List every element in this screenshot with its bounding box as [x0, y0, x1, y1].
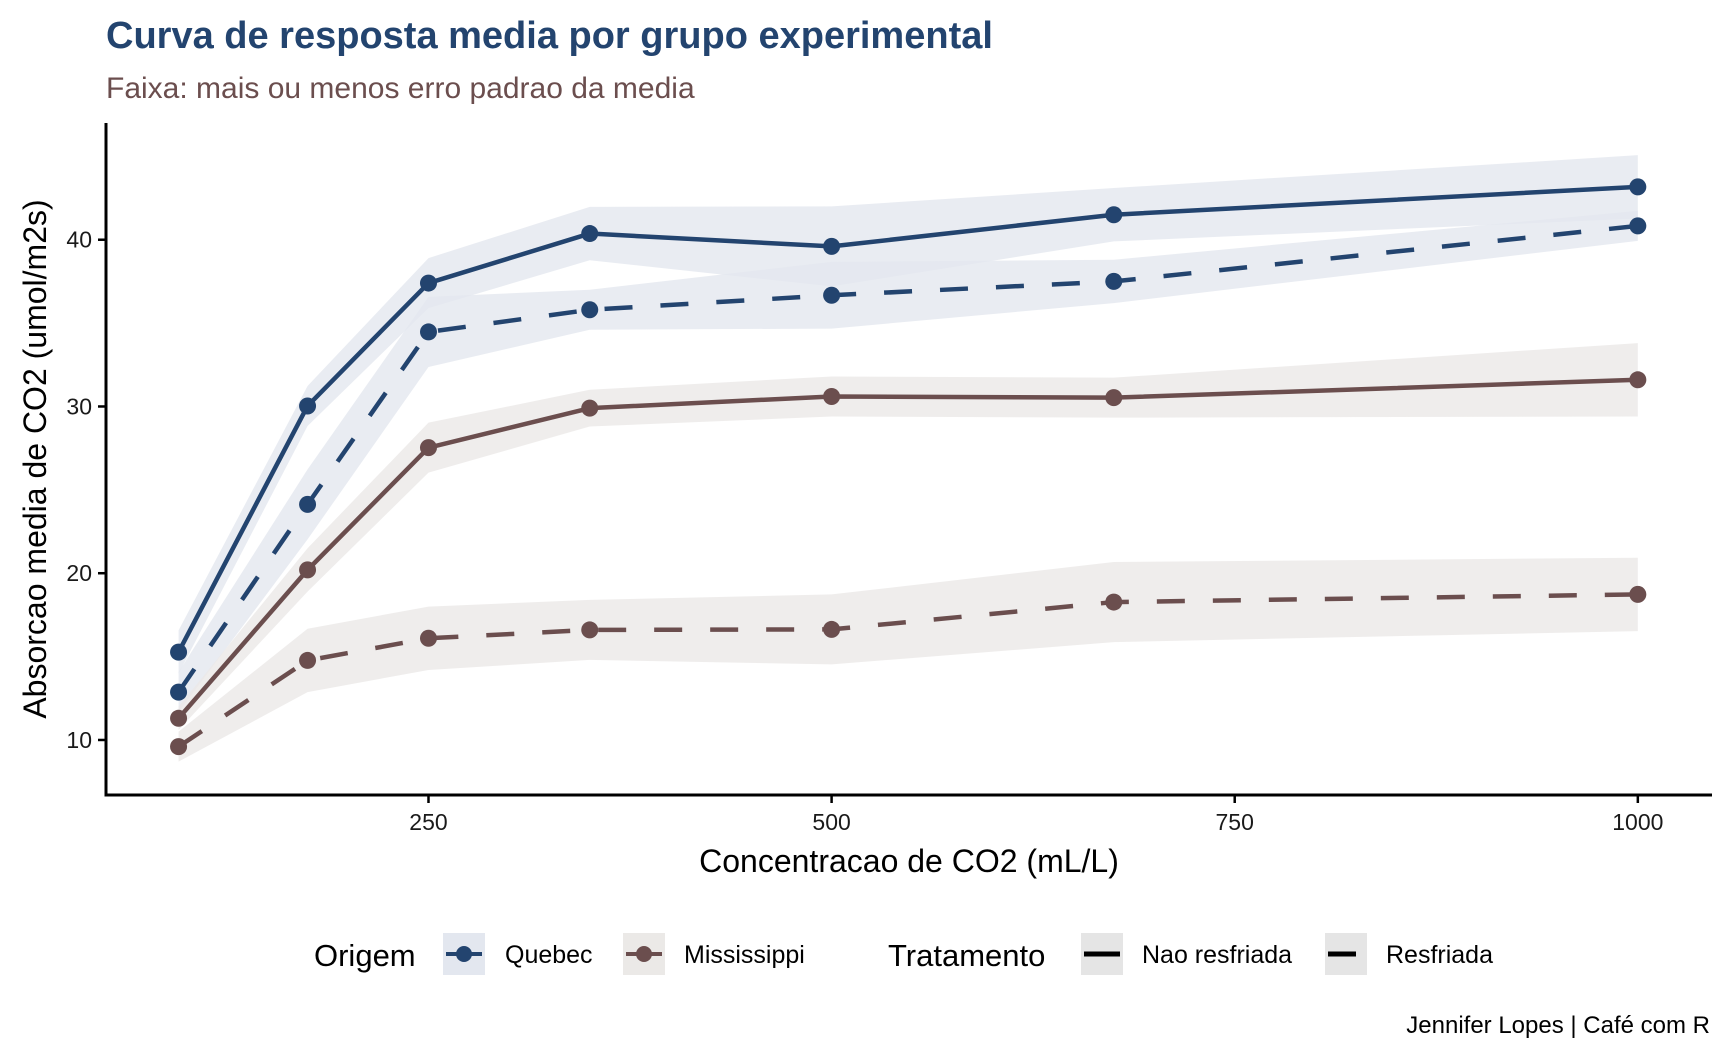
data-point-quebec-resfriada-95 [170, 683, 188, 701]
legend-label-quebec: Quebec [505, 941, 593, 969]
data-point-mississippi-resfriada-500 [823, 620, 841, 638]
data-point-mississippi-nao-resfriada-1000 [1629, 371, 1647, 389]
data-point-mississippi-resfriada-250 [419, 629, 437, 647]
legend-title-tratamento: Tratamento [888, 938, 1045, 973]
chart-caption: Jennifer Lopes | Café com R [1406, 1012, 1710, 1039]
data-point-mississippi-nao-resfriada-95 [170, 709, 188, 727]
data-point-quebec-resfriada-175 [299, 495, 317, 513]
x-tick-label: 250 [409, 809, 447, 835]
x-tick-label: 750 [1216, 809, 1254, 835]
y-tick-label: 20 [66, 560, 92, 586]
data-point-quebec-resfriada-350 [581, 301, 599, 319]
x-tick-label: 500 [812, 809, 850, 835]
data-point-quebec-nao-resfriada-175 [299, 397, 317, 415]
data-point-mississippi-nao-resfriada-350 [581, 399, 599, 417]
legend: Origem Quebec Mississippi Tratamento Nao… [314, 933, 1493, 975]
y-tick-label: 40 [66, 227, 92, 253]
data-point-quebec-nao-resfriada-500 [823, 237, 841, 255]
y-tick-label: 10 [66, 727, 92, 753]
x-axis-title: Concentracao de CO2 (mL/L) [699, 843, 1119, 879]
chart-title: Curva de resposta media por grupo experi… [106, 15, 993, 57]
y-axis-title: Absorcao media de CO2 (umol/m2s) [17, 199, 53, 718]
legend-key-point-quebec [456, 946, 472, 962]
se-bands [178, 155, 1638, 762]
legend-label-mississippi: Mississippi [684, 941, 805, 969]
data-point-mississippi-nao-resfriada-675 [1105, 389, 1123, 407]
data-point-quebec-nao-resfriada-1000 [1629, 178, 1647, 196]
data-point-quebec-nao-resfriada-250 [419, 274, 437, 292]
data-point-mississippi-resfriada-350 [581, 621, 599, 639]
legend-title-origem: Origem [314, 938, 416, 973]
data-point-quebec-resfriada-1000 [1629, 217, 1647, 235]
se-band-mississippi-resfriada [178, 557, 1638, 762]
x-axis-ticks: 250 500 750 1000 [409, 795, 1663, 835]
se-band-quebec-nao-resfriada [178, 155, 1638, 674]
data-point-mississippi-nao-resfriada-500 [823, 387, 841, 405]
data-point-quebec-resfriada-675 [1105, 272, 1123, 290]
data-point-mississippi-resfriada-1000 [1629, 585, 1647, 603]
se-band-mississippi-nao-resfriada [178, 343, 1638, 730]
data-point-mississippi-nao-resfriada-250 [419, 439, 437, 457]
legend-key-point-mississippi [636, 946, 652, 962]
data-point-quebec-nao-resfriada-350 [581, 225, 599, 243]
y-axis-ticks: 10 20 30 40 [66, 227, 106, 753]
x-tick-label: 1000 [1612, 809, 1663, 835]
legend-label-nao-resfriada: Nao resfriada [1142, 941, 1292, 969]
data-point-mississippi-resfriada-675 [1105, 593, 1123, 611]
y-tick-label: 30 [66, 393, 92, 419]
data-points [170, 178, 1647, 756]
data-point-quebec-nao-resfriada-95 [170, 643, 188, 661]
se-band-quebec-resfriada [178, 210, 1638, 713]
legend-label-resfriada: Resfriada [1386, 941, 1493, 969]
data-point-mississippi-resfriada-95 [170, 738, 188, 756]
chart-subtitle: Faixa: mais ou menos erro padrao da medi… [106, 72, 695, 105]
data-point-quebec-resfriada-500 [823, 286, 841, 304]
data-point-mississippi-nao-resfriada-175 [299, 561, 317, 579]
data-point-quebec-nao-resfriada-675 [1105, 206, 1123, 224]
data-point-quebec-resfriada-250 [419, 323, 437, 341]
data-point-mississippi-resfriada-175 [299, 651, 317, 669]
